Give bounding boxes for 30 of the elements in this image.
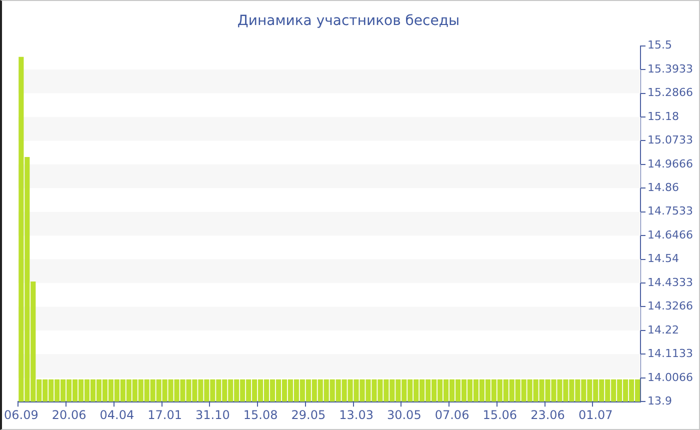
x-tick-label: 29.05 bbox=[291, 408, 326, 422]
y-tick-label: 14.7533 bbox=[648, 204, 694, 218]
y-tick-label: 15.0733 bbox=[648, 134, 694, 147]
x-tick-label: 04.04 bbox=[100, 408, 134, 422]
y-tick-label: 14.6466 bbox=[648, 228, 694, 242]
chart-title: Динамика участников беседы bbox=[237, 13, 460, 30]
y-tick-label: 15.5 bbox=[648, 38, 672, 52]
y-tick-label: 14.1133 bbox=[648, 347, 694, 360]
x-tick-label: 17.01 bbox=[148, 408, 182, 422]
y-tick-label: 15.3933 bbox=[648, 62, 694, 76]
x-tick-label: 15.06 bbox=[482, 408, 518, 422]
x-tick-label: 31.10 bbox=[195, 408, 230, 422]
y-tick-label: 14.9666 bbox=[648, 157, 694, 170]
x-tick-label: 20.06 bbox=[52, 408, 86, 422]
y-tick-label: 14.86 bbox=[648, 180, 680, 194]
y-tick-label: 13.9 bbox=[648, 394, 672, 408]
x-tick-label: 01.07 bbox=[578, 408, 613, 422]
x-tick-label: 23.06 bbox=[530, 408, 565, 422]
x-tick-label: 15.08 bbox=[243, 408, 278, 422]
y-tick-label: 14.3266 bbox=[648, 300, 694, 313]
x-tick-label: 13.03 bbox=[339, 408, 374, 422]
y-tick-label: 14.22 bbox=[648, 323, 680, 336]
y-tick-label: 14.0066 bbox=[648, 370, 694, 384]
x-tick-label: 06.09 bbox=[4, 408, 38, 422]
y-tick-label: 14.54 bbox=[648, 252, 680, 266]
x-tick-label: 07.06 bbox=[434, 408, 470, 422]
y-tick-label: 15.18 bbox=[648, 110, 680, 123]
y-tick-label: 14.4333 bbox=[648, 276, 694, 289]
y-tick-label: 15.2866 bbox=[648, 86, 694, 100]
x-tick-label: 30.05 bbox=[386, 408, 422, 422]
